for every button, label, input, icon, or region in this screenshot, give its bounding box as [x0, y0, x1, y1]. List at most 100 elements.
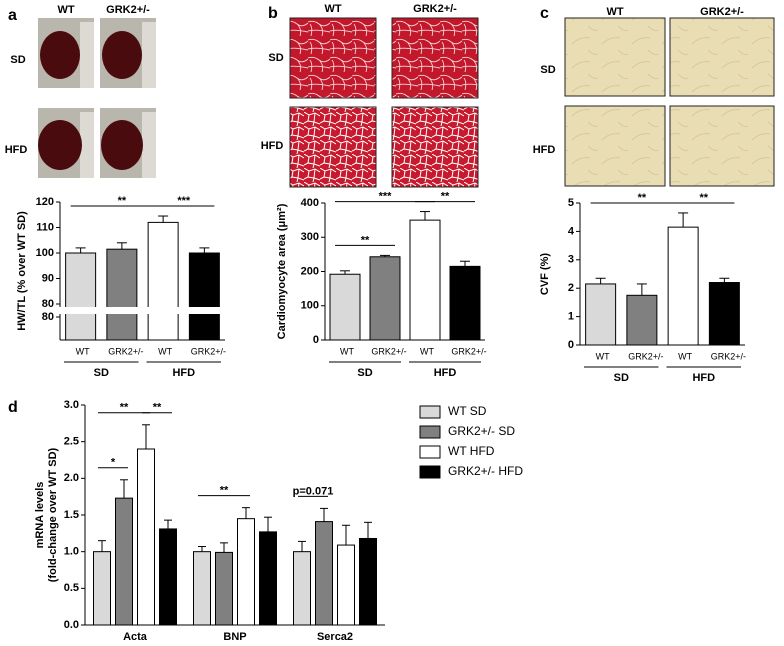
significance-label: *: [111, 457, 116, 469]
significance-label: **: [699, 192, 708, 204]
bar: [115, 497, 133, 626]
row-label: HFD: [261, 140, 284, 152]
y-tick-label: 4: [568, 225, 575, 237]
x-tick-label: GRK2+/-: [371, 346, 406, 356]
legend-swatch: [419, 405, 441, 419]
bar: [585, 283, 617, 346]
y-tick-label: 3: [568, 254, 574, 266]
y-axis-label: mRNA levels: [34, 482, 46, 549]
bar: [137, 448, 155, 626]
panel-label: a: [8, 7, 17, 24]
legend-swatch: [419, 425, 441, 439]
bar: [93, 551, 111, 626]
y-axis-label: (fold-change over WT SD): [47, 447, 59, 582]
legend-swatch: [419, 465, 441, 479]
column-label: GRK2+/-: [700, 6, 744, 18]
legend-label: WT SD: [448, 404, 487, 418]
column-label: WT: [606, 6, 623, 18]
bar: [293, 551, 311, 626]
x-tick-label: WT: [420, 346, 434, 356]
y-tick-label: 2.5: [64, 436, 79, 448]
significance-label: **: [153, 402, 162, 414]
significance-label: **: [220, 485, 229, 497]
x-tick-label: GRK2+/-: [108, 346, 143, 356]
panel-label: c: [540, 5, 549, 22]
legend-label: WT HFD: [448, 444, 495, 458]
bar: [193, 551, 211, 626]
x-tick-label: GRK2+/-: [451, 346, 486, 356]
y-axis-label: CVF (%): [539, 253, 551, 296]
significance-label: ***: [379, 190, 393, 202]
y-tick-label: 200: [301, 265, 319, 277]
bar: [188, 252, 220, 341]
row-label: HFD: [5, 144, 28, 156]
x-tick-label: WT: [76, 346, 90, 356]
legend-label: GRK2+/- HFD: [448, 464, 523, 478]
y-axis-label: HW/TL (% over WT SD): [16, 211, 28, 331]
significance-label: **: [120, 402, 129, 414]
bar: [315, 521, 333, 626]
column-label: GRK2+/-: [106, 4, 150, 16]
significance-label: ***: [177, 195, 191, 207]
significance-label: **: [441, 190, 450, 202]
significance-label: **: [361, 234, 370, 246]
y-tick-label: 110: [36, 221, 54, 233]
bar: [259, 531, 277, 626]
x-tick-label: WT: [596, 351, 610, 361]
legend-swatch: [419, 445, 441, 459]
y-axis-label: Cardiomyocyte area (μm²): [276, 203, 288, 339]
y-tick-label: 0.5: [64, 582, 79, 594]
group-label: HFD: [692, 372, 715, 384]
x-tick-label: WT: [340, 346, 354, 356]
x-tick-label: Serca2: [317, 631, 353, 643]
bar: [65, 252, 97, 341]
y-tick-label: 100: [301, 300, 319, 312]
bar: [369, 256, 401, 341]
bar: [337, 544, 355, 626]
significance-label: p=0.071: [293, 485, 334, 497]
panel-label: d: [8, 399, 18, 416]
bar: [237, 518, 255, 626]
y-tick-label: 2.0: [64, 472, 79, 484]
x-tick-label: GRK2+/-: [628, 351, 663, 361]
x-tick-label: WT: [158, 346, 172, 356]
legend-label: GRK2+/- SD: [448, 424, 515, 438]
bar: [215, 551, 233, 626]
significance-label: **: [638, 192, 647, 204]
group-label: HFD: [434, 367, 457, 379]
bar: [159, 528, 177, 626]
bar: [409, 219, 441, 341]
x-tick-label: GRK2+/-: [711, 351, 746, 361]
group-label: SD: [94, 367, 109, 379]
y-tick-label: 0: [313, 334, 319, 346]
column-label: WT: [57, 4, 74, 16]
row-label: SD: [268, 52, 283, 64]
bar: [708, 282, 740, 346]
bar: [329, 273, 361, 341]
significance-label: **: [118, 195, 127, 207]
bar: [106, 248, 138, 341]
column-label: WT: [324, 3, 341, 15]
row-label: SD: [540, 64, 555, 76]
y-tick-label: 3.0: [64, 399, 79, 411]
y-tick-label: 80: [42, 311, 54, 323]
y-tick-label: 2: [568, 282, 574, 294]
y-tick-label: 0: [568, 339, 574, 351]
group-label: HFD: [172, 367, 195, 379]
column-label: GRK2+/-: [413, 3, 457, 15]
y-tick-label: 0.0: [64, 619, 79, 631]
panel-label: b: [268, 5, 278, 22]
y-tick-label: 1.5: [64, 509, 79, 521]
heart-images: [38, 18, 156, 178]
group-label: SD: [357, 367, 372, 379]
bar: [626, 294, 658, 346]
y-tick-label: 100: [36, 247, 54, 259]
bar: [147, 221, 179, 341]
x-tick-label: BNP: [223, 631, 246, 643]
axis-break: [54, 307, 227, 314]
x-tick-label: GRK2+/-: [191, 346, 226, 356]
row-label: HFD: [533, 144, 556, 156]
y-tick-label: 80: [42, 298, 54, 310]
bar: [667, 226, 699, 346]
y-tick-label: 5: [568, 197, 574, 209]
